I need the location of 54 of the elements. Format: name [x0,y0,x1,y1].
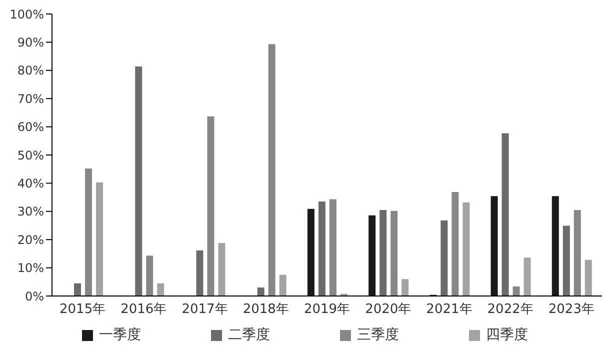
x-tick-label: 2022年 [487,302,534,318]
bar [74,283,81,296]
bar [157,283,164,296]
y-tick-label: 30% [17,204,44,219]
x-tick-label: 2016年 [120,302,167,318]
bar [318,202,326,296]
y-tick-label: 70% [17,92,44,106]
bar [402,279,409,296]
y-tick-label: 90% [17,35,44,50]
legend-label: 二季度 [227,326,270,344]
y-tick-label: 10% [17,261,44,276]
bar [562,226,570,296]
x-tick-label: 2019年 [304,302,350,318]
bar [512,286,520,296]
bar [390,210,398,296]
y-tick-label: 60% [17,120,44,134]
bar [146,256,154,296]
bar [279,274,286,296]
bar [257,288,264,296]
bar [574,210,581,296]
bar [440,220,448,296]
bar [307,208,314,296]
bar [135,66,142,296]
x-tick-label: 2021年 [426,302,472,318]
bar [552,196,559,296]
bar [490,196,498,296]
bar [268,44,276,296]
y-tick-label: 80% [17,64,44,78]
x-tick-label: 2018年 [242,302,289,318]
x-tick-label: 2017年 [182,302,228,318]
y-tick-label: 0% [24,289,44,304]
y-tick-label: 20% [17,232,44,247]
bar [462,202,470,296]
bar [502,133,509,296]
bar [584,260,592,296]
bar [196,250,204,296]
y-tick-label: 100% [10,7,44,22]
bar [218,242,226,296]
x-tick-label: 2020年 [365,302,412,318]
bar [85,168,92,296]
bar [452,192,459,296]
bar [524,258,531,296]
bar [380,210,387,296]
bar [207,116,214,296]
legend-label: 四季度 [485,326,528,344]
y-tick-label: 50% [17,148,44,162]
x-tick-label: 2015年 [60,302,106,318]
legend-label: 三季度 [356,326,399,344]
legend-label: 一季度 [98,326,141,344]
x-tick-label: 2023年 [548,302,594,318]
bar [329,199,336,296]
bar [96,182,103,296]
bar [368,215,376,296]
y-tick-label: 40% [17,176,44,190]
